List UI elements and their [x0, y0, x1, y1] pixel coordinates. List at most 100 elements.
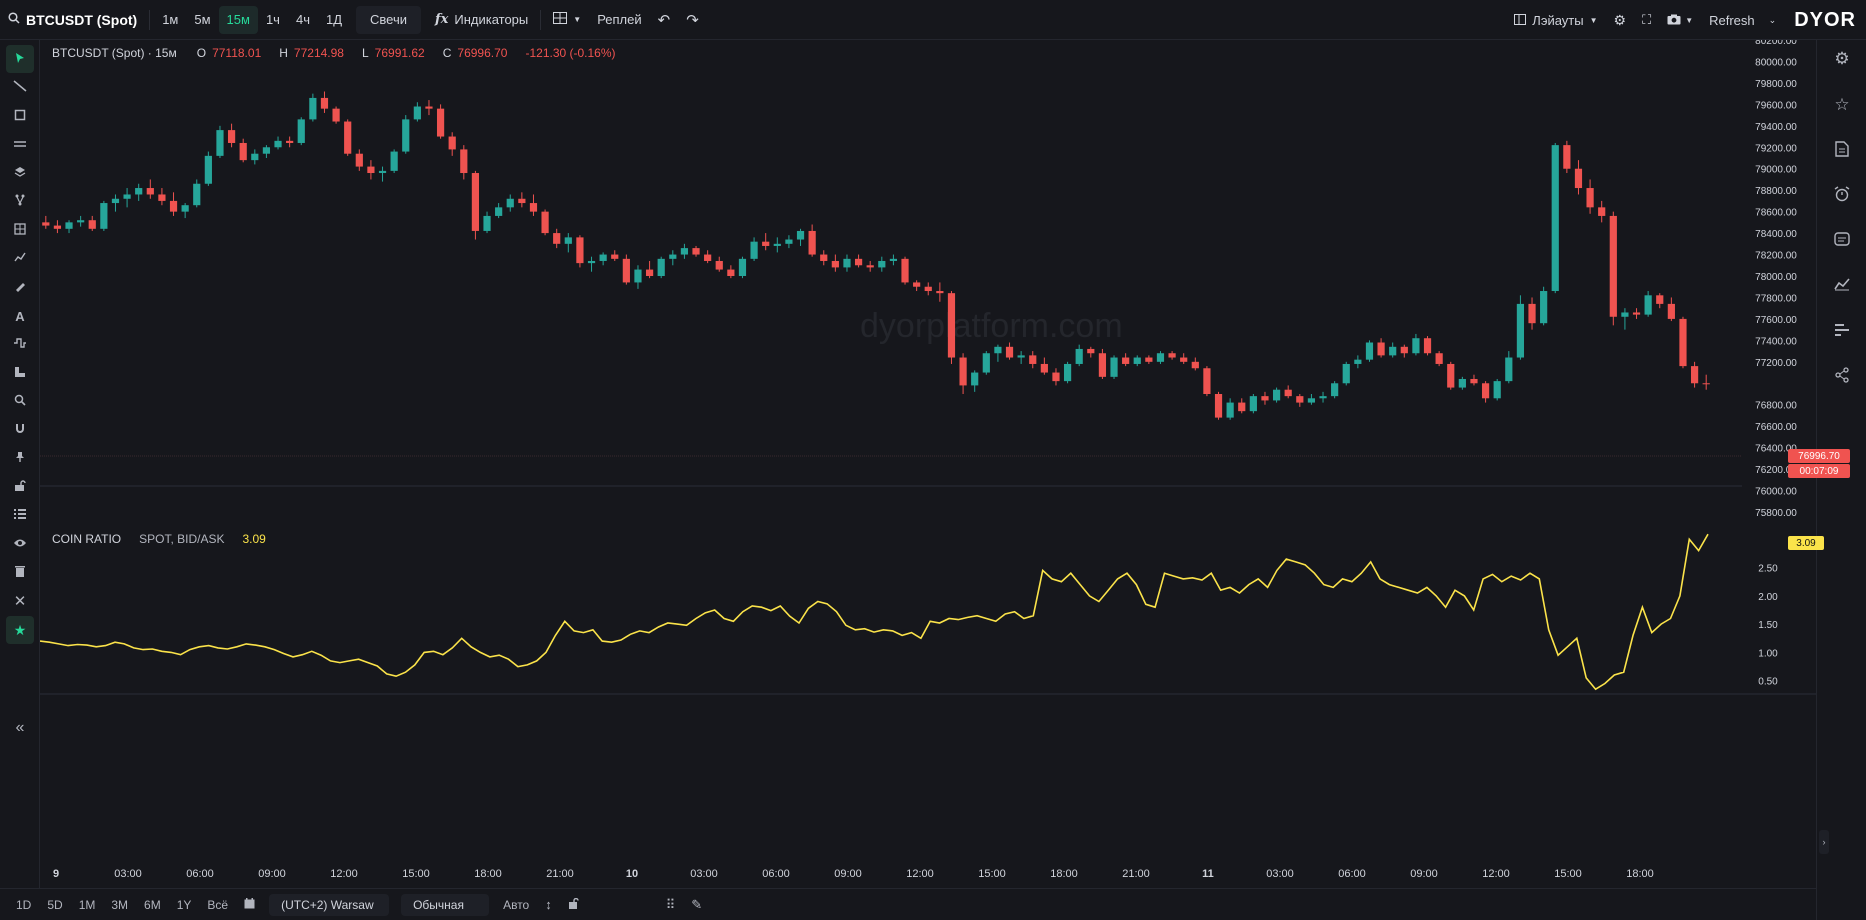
chart-pattern-tool[interactable] [6, 244, 34, 272]
range-6m[interactable]: 6M [144, 897, 161, 912]
time-tick-label: 21:00 [1122, 868, 1150, 880]
symbol-search[interactable]: BTCUSDT (Spot) [0, 6, 145, 34]
settings-panel-button[interactable]: ⚙ [1829, 46, 1855, 72]
visibility-tool[interactable] [6, 530, 34, 558]
price-tick-label: 79400.00 [1755, 122, 1797, 133]
refresh-button[interactable]: Refresh ⌄ [1701, 6, 1784, 34]
object-tree-tool[interactable] [6, 501, 34, 529]
cursor-icon [14, 52, 26, 67]
cursor-tool[interactable] [6, 45, 34, 73]
legend-title: BTCUSDT (Spot) · 15м [52, 46, 177, 60]
candle-body [901, 258, 909, 283]
timeframe-1h[interactable]: 1ч [265, 12, 280, 27]
candle-body [111, 198, 120, 204]
candle-body [123, 194, 131, 199]
candle-body [1679, 318, 1687, 367]
indicator-value: 3.09 [242, 532, 266, 546]
price-tick-label: 80000.00 [1755, 57, 1797, 68]
orderbook-button[interactable] [1829, 318, 1855, 344]
ratio-axis[interactable]: 2.50 2.00 1.50 1.00 0.50 [1758, 564, 1778, 688]
star-icon: ★ [13, 621, 27, 638]
timezone-select[interactable]: (UTC+2) Warsaw [269, 893, 390, 916]
range-1y[interactable]: 1Y [176, 897, 192, 912]
scale-toggle-button[interactable]: ↕ [537, 897, 560, 912]
layers-tool[interactable] [6, 159, 34, 187]
brush-tool[interactable] [6, 273, 34, 301]
price-axis[interactable]: 80200.00 80000.00 79800.00 79600.00 79400.00… [1755, 36, 1797, 519]
range-3m[interactable]: 3M [111, 897, 129, 912]
magnet-tool[interactable] [6, 416, 34, 444]
measure-tool[interactable] [6, 359, 34, 387]
indicator-legend[interactable]: COIN RATIO SPOT, BID/ASK 3.09 [52, 532, 266, 546]
screenshot-button[interactable]: ▼ [1659, 6, 1701, 34]
fullscreen-icon: ⛶ [1642, 12, 1652, 27]
close-tool[interactable]: ✕ [6, 587, 34, 615]
pattern-tool[interactable] [6, 330, 34, 358]
candle-body [53, 225, 62, 229]
analytics-button[interactable] [1829, 272, 1855, 298]
shape-tool[interactable] [6, 102, 34, 130]
candle-body [1180, 357, 1188, 362]
fullscreen-button[interactable]: ⛶ [1634, 6, 1659, 34]
trendline-tool[interactable] [6, 73, 34, 101]
parallel-lines-icon [14, 137, 26, 151]
price-tick-label: 77800.00 [1755, 293, 1797, 304]
delete-tool[interactable] [6, 558, 34, 586]
panels-button[interactable]: ⠿ [658, 897, 684, 913]
pin-tool[interactable] [6, 444, 34, 472]
templates-button[interactable]: ▼ [545, 6, 589, 34]
timeframe-15m[interactable]: 15м [218, 5, 258, 34]
candle-body [1017, 355, 1025, 358]
timeframe-1m[interactable]: 1м [162, 12, 179, 27]
timeframe-1d[interactable]: 1Д [325, 12, 343, 27]
share-button[interactable] [1829, 363, 1855, 389]
watchlist-button[interactable]: ☆ [1829, 92, 1855, 118]
text-tool[interactable]: A [6, 302, 34, 330]
candle-body [1122, 357, 1130, 364]
indicator-name: COIN RATIO [52, 532, 122, 546]
time-axis[interactable]: 9 03:00 06:00 09:00 12:00 15:00 18:00 21:00 10 03… [53, 868, 1654, 880]
favorites-tool[interactable]: ★ [6, 616, 34, 644]
drawing-button[interactable]: ✎ [683, 897, 710, 913]
ratio-value-label: 3.09 [1788, 536, 1824, 550]
trash-icon [15, 565, 25, 580]
notes-button[interactable] [1829, 137, 1855, 163]
chat-button[interactable] [1829, 227, 1855, 253]
indicators-button[interactable]: fx Индикаторы [427, 6, 536, 34]
table-tool[interactable] [6, 216, 34, 244]
timeframe-4h[interactable]: 4ч [295, 12, 310, 27]
replay-button[interactable]: Реплей [597, 12, 642, 27]
candle-body [1075, 348, 1083, 364]
candle-body [181, 205, 189, 212]
candle-body [1423, 338, 1432, 354]
chart-style-select[interactable]: Свечи [356, 5, 422, 34]
scale-mode-select[interactable]: Обычная [401, 893, 490, 916]
range-5d[interactable]: 5D [47, 897, 63, 912]
top-toolbar: BTCUSDT (Spot) 1м 5м 15м 1ч 4ч 1Д Свечи … [0, 0, 1866, 40]
alerts-button[interactable] [1829, 182, 1855, 208]
redo-button[interactable]: ↷ [678, 6, 707, 34]
zoom-tool[interactable] [6, 387, 34, 415]
lock-tool[interactable] [6, 473, 34, 501]
range-1d[interactable]: 1D [16, 897, 32, 912]
fork-tool[interactable] [6, 187, 34, 215]
auto-scale-button[interactable]: Авто [503, 897, 530, 912]
candle-body [42, 222, 50, 226]
layouts-button[interactable]: Лэйауты ▼ [1506, 6, 1605, 34]
candle-body [1609, 215, 1617, 317]
lock-scale-button[interactable] [560, 897, 588, 912]
layers-icon [14, 166, 26, 181]
chart-canvas[interactable]: dyorplatform.com 80200.00 80000.00 79800.0… [39, 36, 1816, 888]
settings-button[interactable]: ⚙ [1606, 6, 1635, 34]
timeframe-5m[interactable]: 5м [194, 12, 211, 27]
expand-panel-button[interactable]: › [1819, 830, 1829, 854]
collapse-toolbar-button[interactable]: « [6, 714, 34, 742]
range-1m[interactable]: 1M [78, 897, 96, 912]
chart-area[interactable]: dyorplatform.com 80200.00 80000.00 79800.0… [39, 36, 1850, 888]
horizontal-line-tool[interactable] [6, 130, 34, 158]
undo-button[interactable]: ↶ [650, 6, 679, 34]
high-value: 77214.98 [293, 46, 344, 60]
goto-date-button[interactable] [236, 897, 263, 912]
candle-body [831, 260, 839, 268]
range-all[interactable]: Всё [207, 897, 229, 912]
